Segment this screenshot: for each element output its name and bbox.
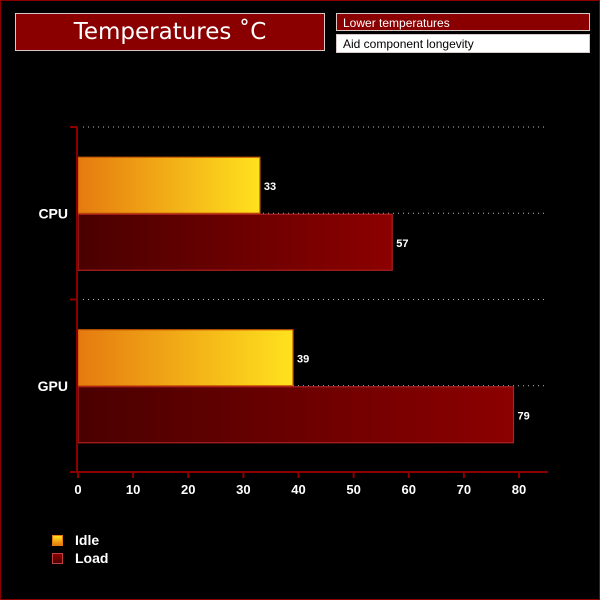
bar-idle-cpu xyxy=(77,156,261,214)
data-label-idle-cpu: 33 xyxy=(264,181,276,193)
legend-label-load: Load xyxy=(75,550,109,566)
bar-load-cpu xyxy=(77,213,393,271)
data-label-idle-gpu: 39 xyxy=(297,353,309,365)
x-tick-label: 80 xyxy=(512,482,526,497)
legend-item-idle: Idle xyxy=(52,532,172,550)
x-tick-label: 20 xyxy=(181,482,195,497)
legend-label-idle: Idle xyxy=(75,532,100,548)
chart-title: Temperatures ˚C xyxy=(15,13,325,51)
note-primary: Lower temperatures xyxy=(336,13,590,31)
bar-load-gpu xyxy=(77,386,515,444)
category-label-cpu: CPU xyxy=(38,205,68,221)
bar-idle-gpu xyxy=(77,329,294,387)
x-tick-label: 50 xyxy=(346,482,360,497)
note-secondary: Aid component longevity xyxy=(336,34,590,53)
x-tick-label: 40 xyxy=(291,482,305,497)
legend-item-load: Load xyxy=(52,550,172,568)
legend-swatch-load xyxy=(52,553,63,564)
x-tick-label: 60 xyxy=(402,482,416,497)
legend: Idle Load xyxy=(52,532,172,568)
data-label-load-gpu: 79 xyxy=(517,410,529,422)
x-tick-label: 0 xyxy=(74,482,81,497)
data-label-load-cpu: 57 xyxy=(396,238,408,250)
x-tick-label: 30 xyxy=(236,482,250,497)
legend-swatch-idle xyxy=(52,535,63,546)
x-tick-label: 10 xyxy=(126,482,140,497)
category-label-gpu: GPU xyxy=(38,378,68,394)
x-tick-label: 70 xyxy=(457,482,471,497)
